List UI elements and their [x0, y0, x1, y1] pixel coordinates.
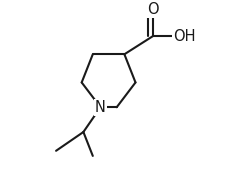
Text: N: N	[95, 100, 106, 115]
Text: OH: OH	[172, 29, 195, 44]
Text: O: O	[146, 2, 158, 16]
